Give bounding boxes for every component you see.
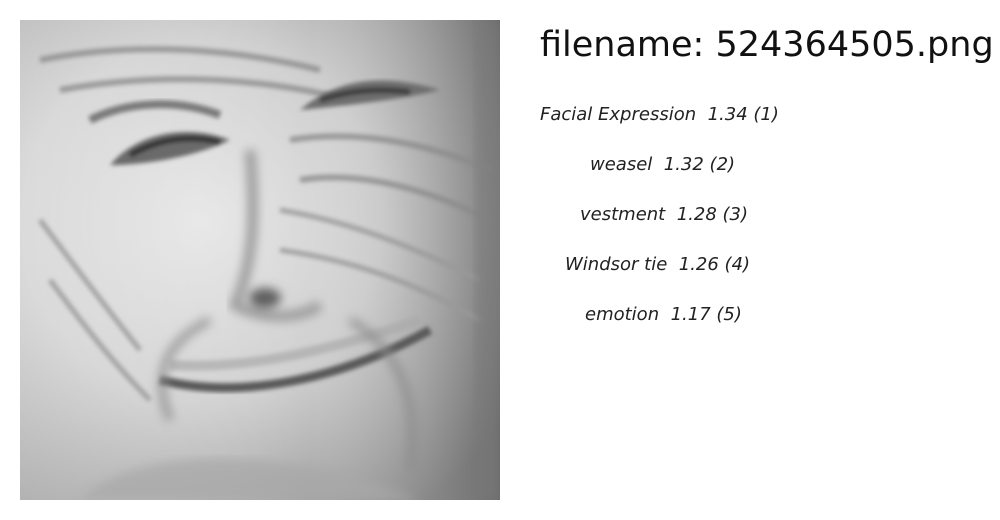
prediction-label: emotion xyxy=(585,304,660,325)
prediction-score: 1.17 xyxy=(670,304,711,325)
prediction-label: Facial Expression xyxy=(540,104,697,125)
prediction-rank: (1) xyxy=(753,104,779,125)
prediction-row-2: weasel 1.32 (2) xyxy=(590,153,735,177)
prediction-rank: (5) xyxy=(716,304,742,325)
prediction-row-1: Facial Expression 1.34 (1) xyxy=(540,103,779,127)
prediction-row-5: emotion 1.17 (5) xyxy=(585,303,742,327)
prediction-label: vestment xyxy=(580,204,666,225)
grayscale-face-photo-icon xyxy=(20,20,500,500)
prediction-row-3: vestment 1.28 (3) xyxy=(580,203,748,227)
filename-value: 524364505.png xyxy=(715,25,994,65)
filename-text: filename: 524364505.png xyxy=(540,22,994,68)
prediction-score: 1.28 xyxy=(676,204,717,225)
prediction-label: weasel xyxy=(590,154,653,175)
face-photo xyxy=(20,20,500,500)
prediction-rank: (4) xyxy=(724,254,751,275)
prediction-score: 1.32 xyxy=(663,154,704,175)
filename-label: filename: xyxy=(540,25,705,65)
prediction-score: 1.26 xyxy=(678,254,719,275)
prediction-rank: (2) xyxy=(709,154,736,175)
prediction-row-4: Windsor tie 1.26 (4) xyxy=(565,253,750,277)
prediction-label: Windsor tie xyxy=(565,254,668,275)
prediction-rank: (3) xyxy=(722,204,749,225)
prediction-score: 1.34 xyxy=(707,104,748,125)
